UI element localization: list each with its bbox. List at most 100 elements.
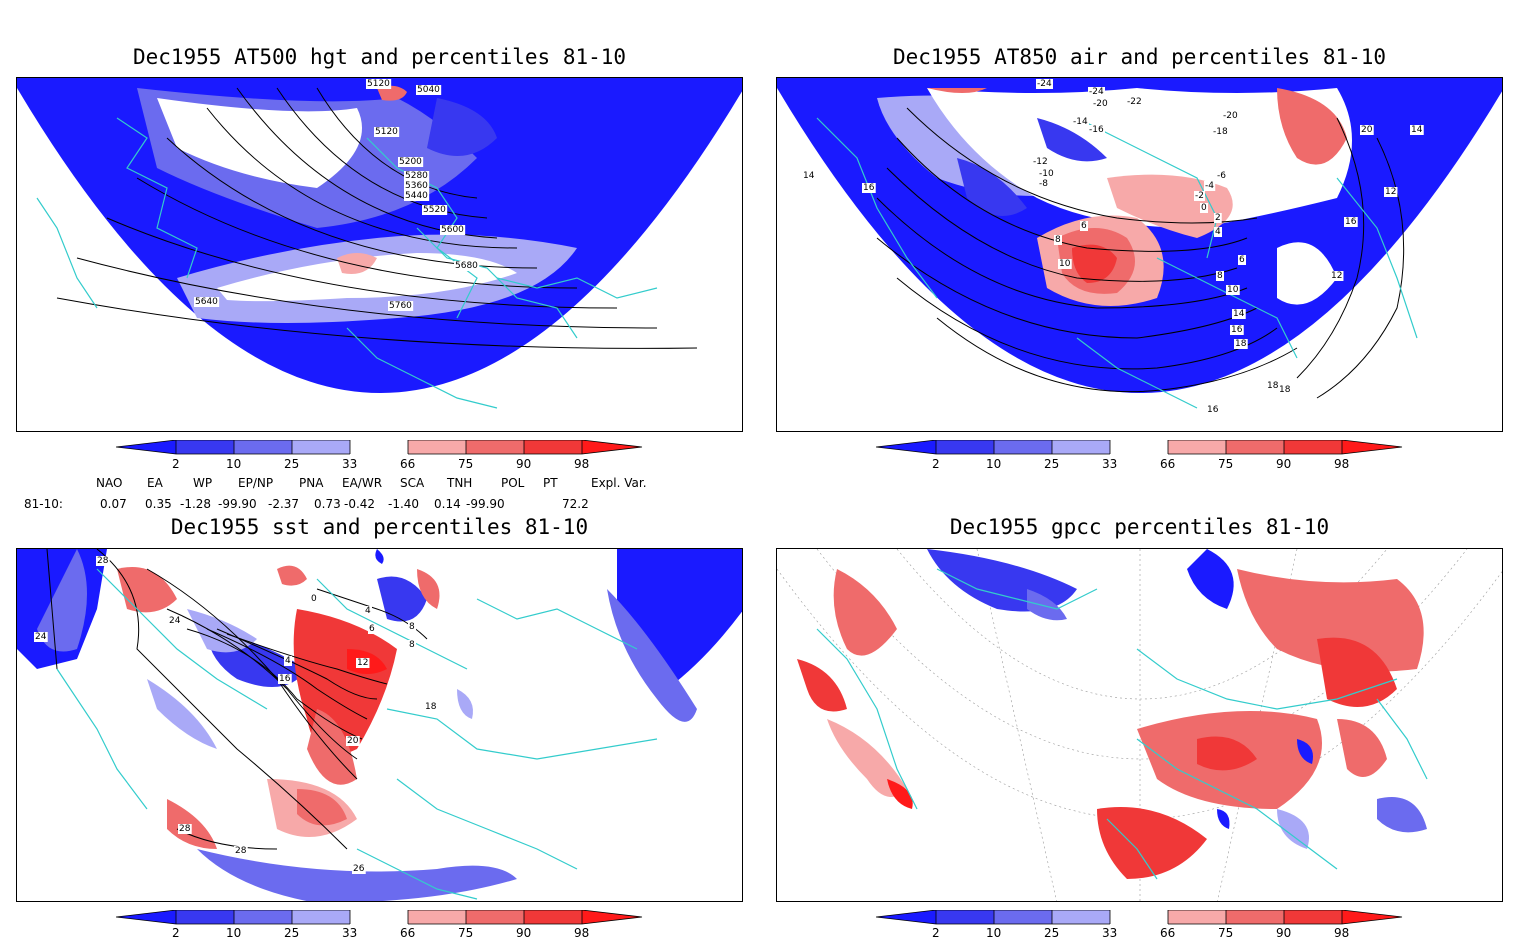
colorbar-label: 66 — [400, 457, 415, 471]
index-header: POL — [501, 476, 525, 490]
contour-label: 4 — [1215, 227, 1221, 237]
contour-label: 0 — [1201, 203, 1207, 213]
contour-label: 8 — [409, 622, 415, 632]
contour-label: 20 — [1361, 125, 1373, 135]
index-value: -2.37 — [268, 497, 300, 511]
contour-label: -12 — [1033, 157, 1048, 167]
colorbar-label: 33 — [1102, 926, 1117, 940]
air850-contour-labels: -24 -24 -22 -20 -20 -18 -16 -14 -12 -10 … — [802, 79, 1424, 415]
colorbar-label: 98 — [1334, 926, 1349, 940]
contour-label: 6 — [369, 624, 375, 634]
colorbar-label: 75 — [1218, 457, 1233, 471]
colorbar-label: 33 — [342, 457, 357, 471]
contour-label: 10 — [1227, 285, 1239, 295]
contour-label: 14 — [1411, 125, 1423, 135]
colorbar-label: 98 — [574, 457, 589, 471]
contour-label: 5200 — [399, 157, 422, 167]
colorbar-label: 10 — [986, 457, 1001, 471]
colorbar-label: 90 — [1276, 926, 1291, 940]
contour-label: 16 — [863, 183, 875, 193]
index-header: PT — [543, 476, 558, 490]
contour-label: 8 — [1217, 271, 1223, 281]
map-sst: 28 24 24 16 12 8 4 0 20 28 28 26 18 4 6 … — [16, 548, 743, 902]
index-value: 0.14 — [434, 497, 461, 511]
sst-contour-labels: 28 24 24 16 12 8 4 0 20 28 28 26 18 4 6 … — [34, 556, 438, 874]
contour-label: 8 — [1055, 235, 1061, 245]
colorbar-label: 66 — [400, 926, 415, 940]
colorbar-label: 98 — [574, 926, 589, 940]
contour-label: 16 — [1207, 405, 1219, 415]
colorbar-hgt500: 2 10 25 33 66 75 90 98 — [116, 440, 643, 471]
contour-label: 10 — [1059, 259, 1071, 269]
panel-title-sst: Dec1955 sst and percentiles 81-10 — [170, 515, 589, 539]
index-header: EA — [147, 476, 163, 490]
colorbar-label: 90 — [516, 926, 531, 940]
panel-title-air850: Dec1955 AT850 air and percentiles 81-10 — [892, 45, 1387, 69]
colorbar-label: 75 — [1218, 926, 1233, 940]
index-header: WP — [193, 476, 213, 490]
index-header: Expl. Var. — [591, 476, 647, 490]
colorbar-label: 75 — [458, 457, 473, 471]
contour-label: -16 — [1089, 125, 1104, 135]
index-value: -99.90 — [218, 497, 257, 511]
contour-label: 5640 — [195, 297, 218, 307]
contour-label: -4 — [1205, 181, 1214, 191]
contour-label: 28 — [235, 846, 247, 856]
contour-label: -6 — [1217, 171, 1226, 181]
contour-label: -22 — [1127, 97, 1142, 107]
index-header: TNH — [447, 476, 473, 490]
contour-label: 4 — [365, 606, 371, 616]
contour-label: 28 — [179, 824, 191, 834]
colorbar-gpcc: 2 10 25 33 66 75 90 98 — [876, 910, 1403, 940]
contour-label: 5120 — [367, 79, 390, 89]
contour-label: 4 — [285, 656, 291, 666]
colorbar-label: 90 — [1276, 457, 1291, 471]
contour-label: 5520 — [423, 205, 446, 215]
colorbar-label: 66 — [1160, 926, 1175, 940]
contour-label: 12 — [1385, 187, 1396, 197]
contour-label: 14 — [1233, 309, 1245, 319]
contour-label: 16 — [279, 674, 291, 684]
colorbar-label: 25 — [1044, 926, 1059, 940]
index-row-label: 81-10: — [24, 497, 63, 511]
contour-label: 18 — [1235, 339, 1247, 349]
contour-label: 18 — [1267, 381, 1279, 391]
contour-label: -18 — [1213, 127, 1228, 137]
map-hgt500: 5120 5040 5120 5200 5280 5360 5440 5520 … — [16, 77, 743, 432]
colorbar-label: 2 — [172, 926, 180, 940]
contour-label: 5040 — [417, 85, 440, 95]
contour-label: -8 — [1039, 179, 1048, 189]
contour-label: 16 — [1231, 325, 1243, 335]
index-header: EA/WR — [342, 476, 383, 490]
colorbar-label: 98 — [1334, 457, 1349, 471]
contour-label: -20 — [1223, 111, 1238, 121]
colorbar-label: 2 — [932, 457, 940, 471]
contour-label: 28 — [97, 556, 109, 566]
contour-label: 16 — [1345, 217, 1357, 227]
index-header: EP/NP — [238, 476, 274, 490]
contour-label: 5600 — [441, 225, 464, 235]
contour-label: 18 — [1279, 385, 1291, 395]
contour-label: -2 — [1195, 191, 1204, 201]
colorbar-label: 2 — [172, 457, 180, 471]
colorbar-label: 10 — [986, 926, 1001, 940]
contour-label: 24 — [169, 616, 181, 626]
colorbar-label: 25 — [1044, 457, 1059, 471]
index-header: NAO — [96, 476, 123, 490]
colorbar-label: 66 — [1160, 457, 1175, 471]
colorbar-label: 25 — [284, 457, 299, 471]
index-value: 0.73 — [314, 497, 341, 511]
contour-label: 5440 — [405, 191, 428, 201]
contour-label: 20 — [347, 736, 359, 746]
contour-label: 5360 — [405, 181, 428, 191]
contour-label: 6 — [1239, 255, 1245, 265]
contour-label: 14 — [803, 171, 815, 181]
index-value: -1.28 — [180, 497, 212, 511]
contour-label: 6 — [1081, 221, 1087, 231]
contour-label: 26 — [353, 864, 365, 874]
contour-label: 5680 — [455, 261, 478, 271]
contour-label: -20 — [1093, 99, 1108, 109]
panel-title-hgt500: Dec1955 AT500 hgt and percentiles 81-10 — [132, 45, 627, 69]
contour-label: -10 — [1039, 169, 1054, 179]
colorbar-label: 90 — [516, 457, 531, 471]
